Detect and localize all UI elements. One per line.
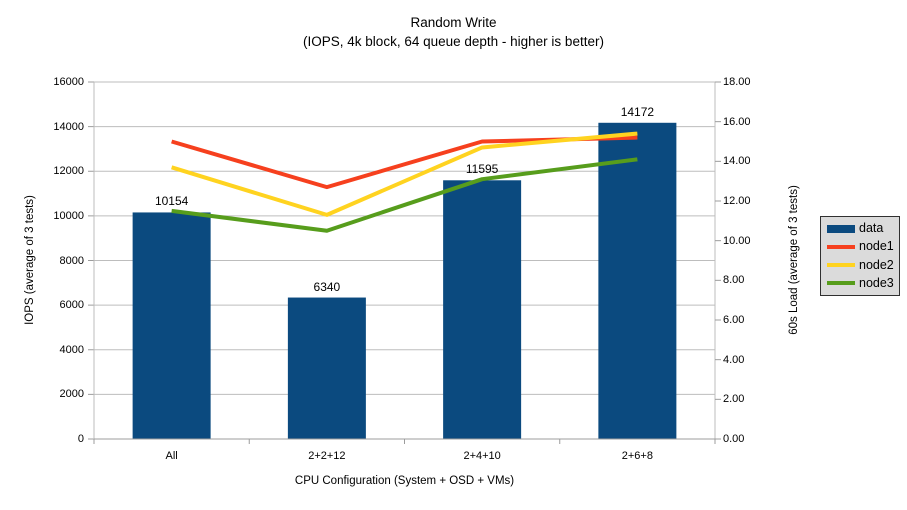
- left-axis-tick-label: 6000: [59, 299, 84, 312]
- left-axis-tick-label: 12000: [53, 165, 84, 178]
- left-axis-tick-label: 4000: [59, 343, 84, 356]
- bar-value-label: 10154: [154, 194, 189, 209]
- right-axis-tick-label: 16.00: [723, 115, 751, 128]
- line-series-node2: [171, 131, 638, 217]
- line-series-node3: [171, 157, 638, 233]
- legend-label-data: data: [859, 221, 884, 236]
- right-axis-tick-label: 10.00: [723, 234, 751, 247]
- legend-item-data: data: [827, 220, 899, 237]
- right-axis-tick-label: 0.00: [723, 433, 745, 445]
- chart-title: Random Write (IOPS, 4k block, 64 queue d…: [0, 13, 907, 51]
- left-axis-tick-label: 2000: [59, 388, 84, 401]
- x-axis-category-label: 2+2+12: [308, 450, 346, 462]
- legend: data node1 node2 node3: [820, 216, 900, 296]
- bar-value-label: 14172: [620, 104, 655, 119]
- bar-2+2+12: [287, 297, 366, 439]
- x-axis-category-label: All: [165, 450, 178, 462]
- legend-swatch-node2: [827, 263, 855, 268]
- bar-2+4+10: [443, 180, 522, 439]
- right-axis-tick-label: 6.00: [723, 314, 745, 326]
- right-axis-tick-label: 12.00: [723, 195, 751, 207]
- legend-swatch-node1: [827, 244, 855, 249]
- bar-value-label: 6340: [313, 279, 341, 294]
- bar-value-label: 11595: [465, 162, 499, 177]
- legend-label-node3: node3: [859, 275, 894, 290]
- left-axis-tick-label: 8000: [59, 254, 84, 267]
- left-axis-tick-label: 10000: [53, 209, 84, 222]
- left-axis-title: IOPS (average of 3 tests): [24, 195, 36, 325]
- x-axis-title: CPU Configuration (System + OSD + VMs): [294, 475, 515, 487]
- right-axis-tick-label: 4.00: [723, 353, 745, 366]
- legend-item-node1: node1: [827, 238, 899, 255]
- right-axis-tick-label: 18.00: [723, 76, 751, 88]
- legend-label-node2: node2: [859, 257, 894, 272]
- bar-All: [132, 212, 211, 439]
- right-axis-title: 60s Load (average of 3 tests): [788, 185, 800, 335]
- right-axis-tick-label: 8.00: [723, 274, 745, 287]
- legend-item-node3: node3: [827, 275, 899, 292]
- left-axis-tick-label: 14000: [53, 120, 84, 133]
- legend-item-node2: node2: [827, 257, 899, 274]
- left-axis-tick-label: 0: [77, 433, 84, 445]
- x-axis-category-label: 2+4+10: [463, 450, 501, 462]
- chart-title-line2: (IOPS, 4k block, 64 queue depth - higher…: [303, 34, 604, 49]
- right-axis-tick-label: 2.00: [723, 393, 745, 406]
- chart-title-line1: Random Write: [410, 15, 497, 30]
- legend-swatch-data: [827, 224, 855, 233]
- legend-label-node1: node1: [859, 239, 894, 254]
- legend-swatch-node3: [827, 281, 855, 286]
- right-axis-tick-label: 14.00: [723, 155, 751, 168]
- x-axis-category-label: 2+6+8: [621, 450, 653, 462]
- bar-2+6+8: [598, 122, 677, 440]
- left-axis-tick-label: 16000: [53, 76, 84, 88]
